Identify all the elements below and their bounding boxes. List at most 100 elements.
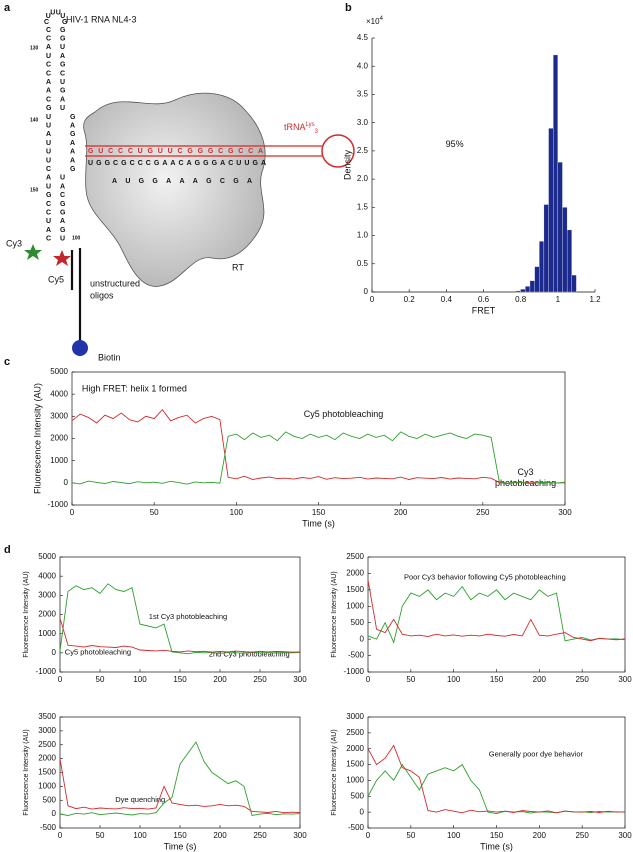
x-tick-label: 250 (575, 675, 589, 684)
y-axis-label: Fluorescence Intensity (AU) (23, 571, 30, 657)
nucleotide: G (60, 27, 66, 34)
x-tick-label: 250 (575, 831, 589, 840)
y-tick-label: 500 (351, 618, 365, 627)
nucleotide: A (46, 79, 51, 86)
plot-frame (59, 716, 301, 829)
nucleotide: U (46, 218, 51, 225)
nucleotide: G (60, 62, 66, 69)
nucleotide: C (46, 36, 51, 43)
y-tick-label: 1.5 (357, 202, 369, 211)
x-tick-label: 100 (133, 831, 147, 840)
nucleotide: U (46, 123, 51, 130)
nucleotide: U (60, 44, 65, 51)
trace-line (367, 585, 626, 644)
nucleotide: C (46, 201, 51, 208)
annotation-line: photobleaching (495, 478, 556, 488)
y-tick-label: 0.5 (357, 259, 369, 268)
y-tick-label: 3000 (38, 590, 56, 599)
x-tick-label: 200 (533, 831, 547, 840)
nucleotide: A (60, 183, 65, 190)
x-tick-label: 150 (173, 831, 187, 840)
nucleotide: U (46, 140, 51, 147)
x-tick-label: 0 (370, 295, 375, 304)
nucleotide: C (60, 192, 65, 199)
nucleotide: G (60, 201, 66, 208)
x-tick-label: 200 (213, 831, 227, 840)
x-tick-label: 150 (490, 675, 504, 684)
x-tick-label: 0 (70, 508, 75, 517)
nucleotide: A (46, 227, 51, 234)
nucleotide: A (46, 175, 51, 182)
histogram-bar (534, 266, 540, 293)
y-tick-label: 2500 (346, 728, 364, 737)
y-tick-label: -500 (40, 823, 57, 832)
trna-sub: 3 (315, 129, 319, 135)
x-tick-label: 300 (293, 831, 307, 840)
annotation: Cy5 photobleaching (304, 409, 384, 419)
histogram-bar (562, 207, 568, 293)
position-number: 100 (72, 235, 81, 241)
nucleotide: C (46, 210, 51, 217)
nucleotide: U (60, 175, 65, 182)
x-tick-label: 100 (447, 675, 461, 684)
y-tick-label: 1000 (38, 629, 56, 638)
x-tick-label: 0 (366, 675, 371, 684)
nucleotide: A (46, 131, 51, 138)
y-tick-label: 2000 (38, 610, 56, 619)
nucleotide: U (46, 149, 51, 156)
y-tick-label: 0 (52, 648, 57, 657)
x-tick-label: 0 (58, 675, 63, 684)
nucleotide: C (46, 166, 51, 173)
y-tick-label: -1000 (48, 500, 69, 509)
nucleotide: A (60, 96, 65, 103)
nucleotide: G (70, 114, 76, 121)
position-number: 140 (30, 117, 39, 123)
x-tick-label: 0.4 (441, 295, 453, 304)
nucleotide: U (46, 157, 51, 164)
y-tick-label: 3000 (50, 411, 68, 420)
y-tick-label: 2.5 (357, 146, 369, 155)
y-tick-label: 5000 (38, 552, 56, 561)
x-tick-label: 50 (150, 508, 159, 517)
x-tick-label: 300 (618, 675, 632, 684)
annotation: Cy3 photobleaching (495, 467, 556, 488)
annotation: Dye quenching (115, 795, 165, 804)
x-tick-label: 150 (312, 508, 326, 517)
y-tick-label: 500 (43, 795, 57, 804)
nucleotide: G (46, 192, 52, 199)
y-scale-base: ×10 (366, 17, 380, 26)
rna-bottom-sequence: AUGGAAAGCGA (112, 178, 252, 185)
x-tick-label: 0 (58, 831, 63, 840)
x-axis-label: Time (s) (164, 841, 197, 851)
nucleotide: U (60, 236, 65, 243)
cy3-label: Cy3 (6, 238, 22, 248)
x-tick-label: 0.8 (515, 295, 527, 304)
annotation: Generally poor dye behavior (489, 750, 584, 759)
nucleotide: A (60, 53, 65, 60)
biotin-bead (72, 340, 88, 356)
nucleotide: G (46, 105, 52, 112)
x-tick-label: 100 (447, 831, 461, 840)
y-tick-label: 1000 (50, 456, 68, 465)
nucleotide: U (46, 13, 51, 20)
y-tick-label: 0 (360, 807, 365, 816)
y-tick-label: 4000 (50, 389, 68, 398)
nucleotide: A (60, 218, 65, 225)
nucleotide: A (46, 88, 51, 95)
trace-line (71, 408, 566, 484)
nucleotide: U (46, 183, 51, 190)
histogram-bar (515, 290, 521, 293)
annotation: Cy5 photobleaching (65, 647, 131, 656)
position-number: 150 (30, 187, 39, 193)
y-tick-label: 3000 (346, 712, 364, 721)
trna-loop (321, 134, 355, 168)
nucleotide: A (70, 149, 75, 156)
trace-line (71, 431, 566, 485)
panel-label: a (4, 2, 11, 14)
y-tick-label: 1.0 (357, 231, 369, 240)
x-tick-label: 150 (490, 831, 504, 840)
nucleotide: U (60, 79, 65, 86)
nucleotide: G (70, 131, 76, 138)
nucleotide: C (46, 62, 51, 69)
annotation: High FRET: helix 1 formed (82, 384, 187, 394)
